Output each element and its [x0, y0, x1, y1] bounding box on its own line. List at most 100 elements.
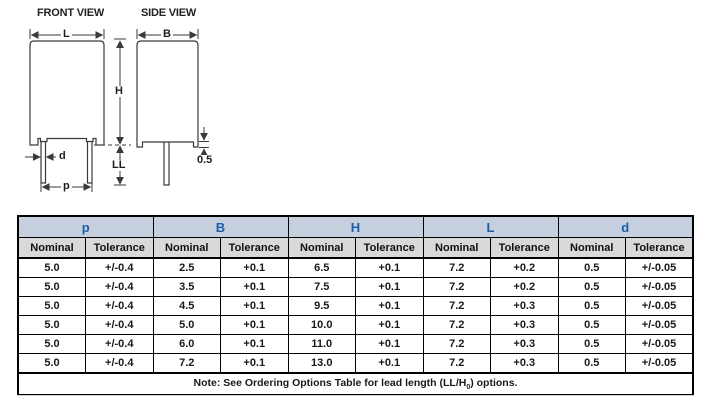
dim-label-B: B [161, 28, 173, 40]
side-lead [163, 142, 170, 186]
table-row: 5.0 +/-0.4 2.5 +0.1 6.5 +0.1 7.2 +0.2 0.5 +/-0.05 [17, 257, 694, 278]
table-cell: +/-0.4 [85, 334, 154, 354]
table-cell: 0.5 [557, 334, 626, 354]
table-cell: 7.2 [422, 296, 491, 316]
dim-label-L: L [61, 28, 72, 40]
dimension-diagram: FRONT VIEW SIDE VIEW L H LL d p B 0.5 [0, 0, 240, 210]
table-cell: +/-0.4 [85, 315, 154, 335]
subheader-nominal: Nominal [287, 237, 356, 259]
table-cell: +/-0.4 [85, 277, 154, 297]
table-cell: 3.5 [152, 277, 221, 297]
table-cell: 7.2 [422, 257, 491, 278]
table-cell: +0.2 [490, 257, 559, 278]
table-cell: 5.0 [17, 353, 86, 374]
table-cell: 7.2 [422, 334, 491, 354]
column-group-header: L [422, 215, 559, 238]
subheader-nominal: Nominal [422, 237, 491, 259]
subheader-tolerance: Tolerance [220, 237, 289, 259]
subheader-tolerance: Tolerance [625, 237, 694, 259]
table-note: Note: See Ordering Options Table for lea… [17, 372, 694, 396]
table-cell: +0.1 [355, 277, 424, 297]
table-cell: 0.5 [557, 315, 626, 335]
table-cell: 11.0 [287, 334, 356, 354]
column-group-header: d [557, 215, 694, 238]
note-text-prefix: Note: See Ordering Options Table for lea… [193, 376, 467, 389]
front-view-title: FRONT VIEW [37, 7, 105, 19]
table-cell: +0.1 [355, 353, 424, 374]
column-group-header: B [152, 215, 289, 238]
note-text-subscript: 0 [466, 384, 471, 392]
table-cell: +0.1 [355, 296, 424, 316]
note-text-suffix: ) options. [470, 376, 518, 389]
subheader-tolerance: Tolerance [85, 237, 154, 259]
column-group-header: p [17, 215, 154, 238]
table-cell: +/-0.4 [85, 257, 154, 278]
front-view-drawing [25, 29, 131, 192]
side-view-drawing [136, 29, 209, 186]
table-cell: +0.1 [355, 334, 424, 354]
side-view-title: SIDE VIEW [141, 7, 197, 19]
column-group-header: H [287, 215, 424, 238]
dim-label-d: d [57, 150, 68, 162]
table-cell: +0.1 [220, 353, 289, 374]
table-cell: 4.5 [152, 296, 221, 316]
table-cell: +0.1 [355, 257, 424, 278]
table-cell: +0.2 [490, 277, 559, 297]
dim-label-standoff: 0.5 [195, 154, 215, 166]
table-cell: +0.1 [220, 334, 289, 354]
table-cell: 6.5 [287, 257, 356, 278]
table-cell: 10.0 [287, 315, 356, 335]
dim-label-p: p [61, 180, 72, 192]
table-cell: 2.5 [152, 257, 221, 278]
dim-label-LL: LL [110, 159, 128, 171]
table-note-row: Note: See Ordering Options Table for lea… [17, 372, 694, 396]
table-row: 5.0 +/-0.4 5.0 +0.1 10.0 +0.1 7.2 +0.3 0.5 +/-0.0… [17, 315, 694, 335]
table-row: 5.0 +/-0.4 4.5 +0.1 9.5 +0.1 7.2 +0.3 0.5 +/-0.05 [17, 296, 694, 316]
table-cell: +/-0.05 [625, 296, 694, 316]
table-cell: 7.2 [422, 277, 491, 297]
next-section-edge [17, 395, 694, 396]
outline-drawing-svg [25, 29, 209, 192]
table-cell: 7.5 [287, 277, 356, 297]
table-cell: +/-0.4 [85, 296, 154, 316]
table-cell: 0.5 [557, 257, 626, 278]
table-cell: +/-0.05 [625, 353, 694, 374]
table-cell: +0.1 [220, 277, 289, 297]
table-row: 5.0 +/-0.4 7.2 +0.1 13.0 +0.1 7.2 +0.3 0.5 +/-0.0… [17, 353, 694, 374]
table-cell: +0.3 [490, 353, 559, 374]
table-cell: 5.0 [17, 334, 86, 354]
table-cell: 7.2 [152, 353, 221, 374]
front-lead-left [40, 141, 47, 184]
table-row: 5.0 +/-0.4 6.0 +0.1 11.0 +0.1 7.2 +0.3 0.5 +/-0.0… [17, 334, 694, 354]
subheader-nominal: Nominal [152, 237, 221, 259]
table-cell: 9.5 [287, 296, 356, 316]
table-cell: +/-0.05 [625, 257, 694, 278]
table-cell: 13.0 [287, 353, 356, 374]
table-cell: +/-0.05 [625, 315, 694, 335]
table-cell: +/-0.05 [625, 277, 694, 297]
subheader-row: Nominal Tolerance Nominal Tolerance Nominal T… [17, 237, 694, 259]
table-cell: 6.0 [152, 334, 221, 354]
table-cell: 5.0 [17, 277, 86, 297]
table-cell: +/-0.05 [625, 334, 694, 354]
subheader-nominal: Nominal [557, 237, 626, 259]
subheader-tolerance: Tolerance [355, 237, 424, 259]
table-cell: +0.3 [490, 334, 559, 354]
table-cell: 0.5 [557, 353, 626, 374]
table-cell: +0.1 [220, 257, 289, 278]
table-cell: 5.0 [152, 315, 221, 335]
subheader-tolerance: Tolerance [490, 237, 559, 259]
table-cell: 7.2 [422, 353, 491, 374]
table-cell: 0.5 [557, 277, 626, 297]
table-cell: +0.1 [220, 296, 289, 316]
table-cell: 5.0 [17, 296, 86, 316]
table-cell: +0.3 [490, 296, 559, 316]
front-lead-right [86, 141, 93, 184]
table-cell: 5.0 [17, 315, 86, 335]
table-row: 5.0 +/-0.4 3.5 +0.1 7.5 +0.1 7.2 +0.2 0.5 +/-0.05 [17, 277, 694, 297]
subheader-nominal: Nominal [17, 237, 86, 259]
table-cell: +0.3 [490, 315, 559, 335]
